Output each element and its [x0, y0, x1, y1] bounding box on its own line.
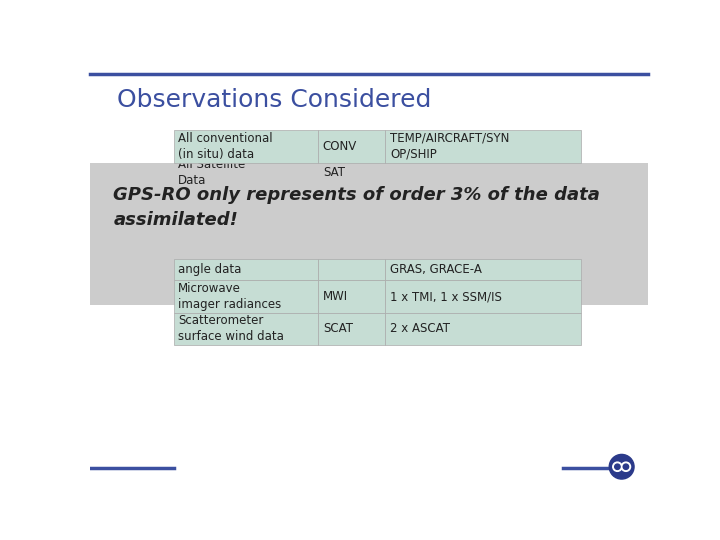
Circle shape: [615, 464, 620, 469]
Bar: [174, 313, 318, 345]
Bar: [318, 201, 385, 220]
Text: GRAS, GRACE-A: GRAS, GRACE-A: [390, 263, 482, 276]
Text: CONV: CONV: [323, 140, 357, 153]
Text: All Satellite
Data: All Satellite Data: [179, 158, 246, 187]
Text: All conventional
(in situ) data: All conventional (in situ) data: [179, 132, 273, 161]
Bar: [318, 163, 385, 182]
Circle shape: [609, 455, 634, 479]
Bar: [174, 182, 318, 201]
Text: MWI: MWI: [323, 290, 348, 303]
Bar: [174, 220, 318, 240]
Bar: [385, 240, 580, 259]
Bar: [318, 130, 385, 163]
Bar: [174, 280, 318, 313]
Bar: [174, 201, 318, 220]
Bar: [385, 313, 580, 345]
Text: SCAT: SCAT: [323, 322, 353, 335]
Bar: [318, 313, 385, 345]
Text: SAT: SAT: [323, 166, 345, 179]
Bar: [385, 259, 580, 280]
Text: 2 x ASCAT: 2 x ASCAT: [390, 322, 450, 335]
Bar: [318, 182, 385, 201]
Bar: [174, 259, 318, 280]
Bar: [385, 163, 580, 182]
Circle shape: [624, 464, 629, 469]
Text: TEMP/AIRCRAFT/SYN
OP/SHIP: TEMP/AIRCRAFT/SYN OP/SHIP: [390, 132, 509, 161]
Bar: [174, 130, 318, 163]
Text: Microwave
imager radiances: Microwave imager radiances: [179, 282, 282, 311]
Text: Observations Considered: Observations Considered: [117, 88, 431, 112]
Bar: [385, 220, 580, 240]
Bar: [174, 240, 318, 259]
Bar: [90, 163, 648, 305]
Bar: [385, 280, 580, 313]
Circle shape: [613, 462, 622, 471]
Text: 1 x TMI, 1 x SSM/IS: 1 x TMI, 1 x SSM/IS: [390, 290, 502, 303]
Text: Scatterometer
surface wind data: Scatterometer surface wind data: [179, 314, 284, 343]
Text: GPS-RO only represents of order 3% of the data
assimilated!: GPS-RO only represents of order 3% of th…: [113, 186, 600, 229]
Bar: [385, 201, 580, 220]
Bar: [385, 182, 580, 201]
Bar: [318, 220, 385, 240]
Text: angle data: angle data: [179, 263, 242, 276]
Bar: [318, 259, 385, 280]
Bar: [174, 163, 318, 182]
Bar: [385, 130, 580, 163]
Bar: [318, 240, 385, 259]
Bar: [318, 280, 385, 313]
Circle shape: [621, 462, 631, 471]
